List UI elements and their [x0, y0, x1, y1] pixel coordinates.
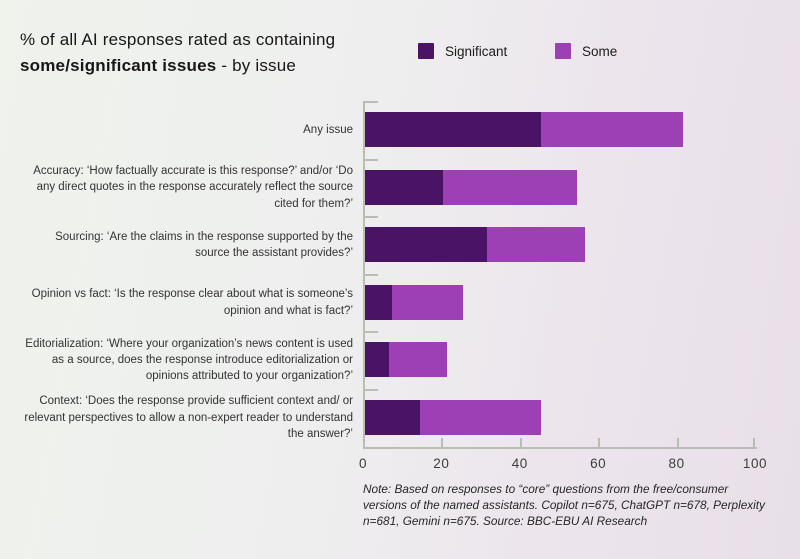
bar-segment-significant — [365, 399, 420, 435]
bar-cell — [363, 101, 757, 159]
x-axis-tick — [519, 437, 522, 447]
chart-row: Any issue — [23, 101, 768, 159]
chart-row: Opinion vs fact: ‘Is the response clear … — [23, 273, 768, 332]
x-axis-tick — [676, 437, 679, 447]
chart-row: Accuracy: ‘How factually accurate is thi… — [23, 158, 768, 217]
bar-segment-significant — [365, 284, 393, 320]
x-axis-tick-label: 20 — [433, 455, 450, 471]
y-axis-tick — [365, 158, 378, 161]
chart-row: Context: ‘Does the response provide suff… — [23, 388, 768, 447]
y-axis-tick — [365, 331, 378, 334]
source-note: Note: Based on responses to “core” quest… — [363, 482, 765, 529]
bar-segment-significant — [365, 169, 444, 205]
chart-title-line1: % of all AI responses rated as containin… — [20, 30, 336, 49]
x-axis-tick-label: 40 — [511, 455, 528, 471]
chart-row: Sourcing: ‘Are the claims in the respons… — [23, 216, 768, 274]
x-axis-tick — [753, 437, 755, 447]
bar-segment-some — [541, 112, 683, 147]
y-axis-tick — [365, 216, 378, 219]
category-label: Opinion vs fact: ‘Is the response clear … — [31, 288, 353, 317]
bar-cell — [363, 273, 757, 332]
x-axis-tick — [363, 437, 365, 447]
category-label: Accuracy: ‘How factually accurate is thi… — [33, 164, 353, 210]
y-axis-tick — [365, 273, 378, 276]
chart-title-bold: some/significant issues — [20, 55, 217, 75]
bar-segment-some — [486, 227, 585, 263]
stacked-bar — [365, 399, 542, 435]
x-axis-tick-label: 80 — [668, 455, 685, 471]
chart-title-line2: some/significant issues - by issue — [20, 53, 335, 79]
bar-cell — [363, 388, 757, 447]
legend-label-significant: Significant — [445, 43, 508, 59]
bar-segment-significant — [365, 342, 389, 378]
legend-label-some: Some — [582, 43, 618, 59]
x-axis-tick-label: 100 — [742, 455, 768, 471]
bar-segment-some — [392, 284, 463, 320]
y-axis-tick — [365, 101, 378, 103]
bar-segment-significant — [365, 112, 542, 147]
x-axis: 0 20 40 60 80 100 — [359, 437, 767, 481]
legend-item-significant: Significant — [418, 43, 507, 59]
chart-row: Editorialization: ‘Where your organizati… — [23, 331, 768, 389]
stacked-bar — [365, 342, 448, 378]
legend-item-some: Some — [555, 43, 617, 59]
category-label: Context: ‘Does the response provide suff… — [24, 395, 353, 440]
stacked-bar-chart: Any issue Accuracy: ‘How factually accura… — [23, 101, 768, 481]
bar-cell — [363, 331, 757, 389]
chart-rows: Any issue Accuracy: ‘How factually accura… — [23, 101, 768, 447]
chart-title: % of all AI responses rated as containin… — [20, 27, 335, 78]
stacked-bar — [365, 284, 463, 320]
stacked-bar — [365, 227, 585, 263]
y-axis-tick — [365, 388, 378, 391]
stacked-bar — [365, 169, 577, 205]
category-label: Sourcing: ‘Are the claims in the respons… — [55, 230, 353, 259]
chart-title-suffix: - by issue — [216, 55, 297, 75]
legend-swatch-significant — [418, 43, 434, 59]
bar-cell — [363, 216, 757, 274]
bar-segment-some — [419, 399, 542, 435]
x-axis-tick — [441, 437, 444, 447]
stacked-bar — [365, 112, 683, 147]
bar-segment-significant — [365, 227, 487, 263]
x-axis-tick — [598, 437, 601, 447]
category-label: Any issue — [303, 123, 353, 136]
bar-segment-some — [443, 169, 577, 205]
x-axis-tick-label: 0 — [358, 455, 368, 471]
x-axis-tick-label: 60 — [590, 455, 607, 471]
legend-swatch-some — [555, 43, 571, 59]
category-label: Editorialization: ‘Where your organizati… — [25, 337, 353, 383]
bar-cell — [363, 158, 757, 217]
bar-segment-some — [388, 342, 448, 378]
